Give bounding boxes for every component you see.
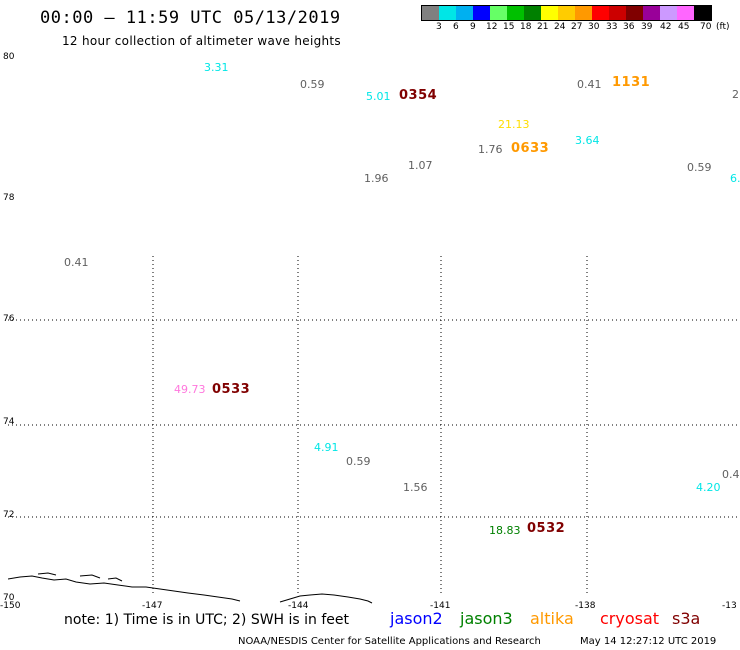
legend-label: 33: [606, 22, 618, 32]
satellite-name: jason2: [390, 609, 443, 628]
latitude-label: 70: [3, 593, 15, 603]
graticule: [8, 256, 740, 596]
pass-time-label: 1131: [612, 75, 651, 90]
wave-height-value: 0.41: [64, 256, 89, 269]
legend-label: 3: [436, 22, 442, 32]
legend-swatch: [660, 6, 677, 20]
legend-swatch: [558, 6, 575, 20]
pass-time-label: 0533: [212, 382, 251, 397]
satellite-name: jason3: [460, 609, 513, 628]
footnote: note: 1) Time is in UTC; 2) SWH is in fe…: [64, 612, 350, 628]
legend-label: 42: [660, 22, 672, 32]
legend-label: 9: [470, 22, 476, 32]
legend-swatch: [439, 6, 456, 20]
longitude-label: -13: [722, 601, 737, 611]
pass-time-label: 0354: [399, 88, 438, 103]
map-subtitle: 12 hour collection of altimeter wave hei…: [62, 34, 341, 48]
legend-unit: (ft): [716, 22, 730, 32]
latitude-label: 76: [3, 314, 15, 324]
wave-height-value: 1.76: [478, 143, 503, 156]
legend-swatch: [677, 6, 694, 20]
wave-height-value: 49.73: [174, 383, 206, 396]
wave-height-value: 1.56: [403, 481, 428, 494]
legend-label: 6: [453, 22, 459, 32]
map-title: 00:00 – 11:59 UTC 05/13/2019: [40, 8, 341, 28]
satellite-name: cryosat: [600, 609, 660, 628]
latitude-label: 74: [3, 417, 15, 427]
legend-label: 18: [520, 22, 532, 32]
coastline: [8, 572, 373, 604]
coastline-east: [279, 593, 373, 604]
latitude-label: 72: [3, 510, 15, 520]
legend-swatch: [422, 6, 439, 20]
longitude-label: -144: [288, 601, 309, 611]
satellite-name: altika: [530, 609, 574, 628]
legend-swatch: [541, 6, 558, 20]
legend-label: 39: [641, 22, 653, 32]
legend-swatch: [456, 6, 473, 20]
legend-label: 21: [537, 22, 549, 32]
wave-height-value: 0.41: [577, 78, 602, 91]
legend-label: 30: [588, 22, 600, 32]
generated-timestamp: May 14 12:27:12 UTC 2019: [580, 636, 717, 647]
legend-label: 27: [571, 22, 583, 32]
legend-label: 45: [678, 22, 690, 32]
credit-line: NOAA/NESDIS Center for Satellite Applica…: [238, 636, 541, 647]
legend-swatch: [609, 6, 626, 20]
wave-height-value: 0.4: [722, 468, 740, 481]
wave-height-value: 4.20: [696, 481, 721, 494]
wave-height-value: 18.83: [489, 524, 521, 537]
legend-swatch: [524, 6, 541, 20]
wave-height-value: 21.13: [498, 118, 530, 131]
wave-height-value: 0.59: [346, 455, 371, 468]
legend-swatch: [626, 6, 643, 20]
legend-swatch: [507, 6, 524, 20]
wave-height-value: 5.01: [366, 90, 391, 103]
legend-label: 15: [503, 22, 515, 32]
legend-label: 12: [486, 22, 498, 32]
wave-height-value: 3.64: [575, 134, 600, 147]
wave-height-value: 4.91: [314, 441, 339, 454]
legend-swatch: [575, 6, 592, 20]
wave-height-value: 6.: [730, 172, 740, 185]
wave-height-value: 3.31: [204, 61, 229, 74]
satellite-name: s3a: [672, 609, 701, 628]
legend-swatch: [694, 6, 711, 20]
legend-swatch: [473, 6, 490, 20]
pass-time-label: 0633: [511, 141, 550, 156]
wave-height-value: 0.59: [687, 161, 712, 174]
latitude-label: 78: [3, 193, 15, 203]
coastline-west: [8, 575, 241, 602]
legend-label: 24: [554, 22, 566, 32]
legend-swatch: [592, 6, 609, 20]
wave-height-value: 1.07: [408, 159, 433, 172]
coastline-islands: [37, 572, 123, 582]
wave-height-map: [8, 256, 740, 604]
longitude-label: -150: [0, 601, 21, 611]
legend-label: 70: [700, 22, 712, 32]
color-scale-legend: [421, 5, 712, 21]
latitude-label: 80: [3, 52, 15, 62]
longitude-label: -138: [575, 601, 596, 611]
legend-label: 36: [623, 22, 635, 32]
wave-height-value: 0.59: [300, 78, 325, 91]
pass-time-label: 0532: [527, 521, 566, 536]
legend-swatch: [643, 6, 660, 20]
longitude-label: -141: [430, 601, 451, 611]
wave-height-value: 2.: [732, 88, 740, 101]
wave-height-value: 1.96: [364, 172, 389, 185]
longitude-label: -147: [142, 601, 163, 611]
legend-swatch: [490, 6, 507, 20]
